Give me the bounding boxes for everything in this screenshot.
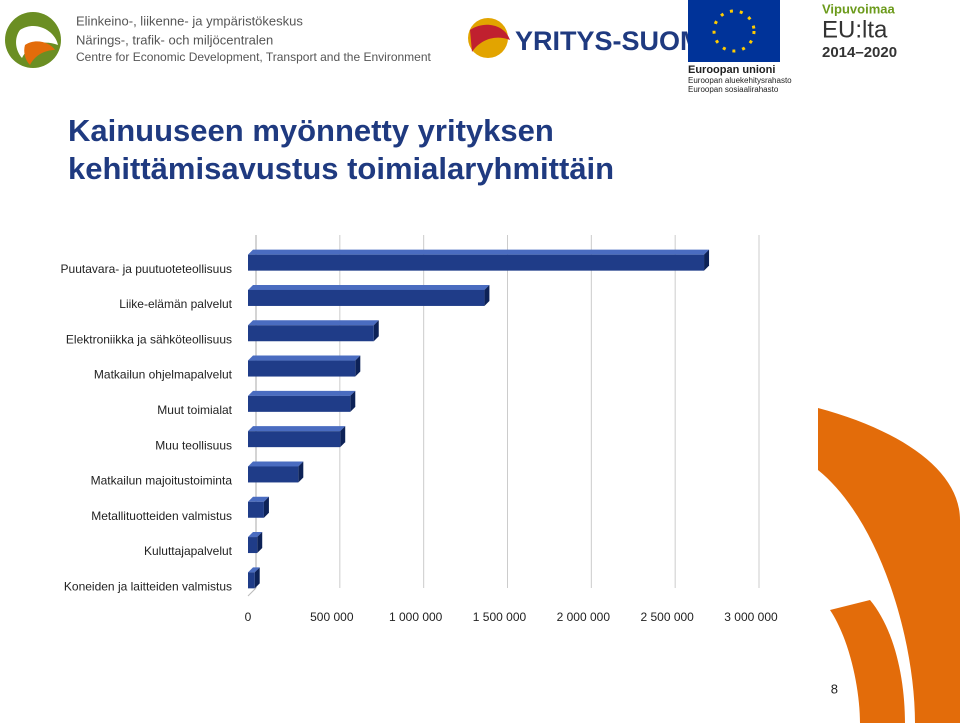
eu-flag bbox=[688, 0, 780, 62]
y-tick-label: Puutavara- ja puutuoteteollisuus bbox=[61, 262, 232, 276]
y-tick-label: Elektroniikka ja sähköteollisuus bbox=[66, 332, 232, 346]
bar-front bbox=[248, 325, 374, 342]
bar-side bbox=[298, 461, 304, 483]
bar-front bbox=[248, 395, 351, 412]
bar bbox=[248, 567, 260, 589]
y-tick-label: Muu teollisuus bbox=[155, 438, 232, 452]
bar bbox=[248, 461, 304, 483]
bar-front bbox=[248, 289, 485, 306]
bar-top bbox=[248, 532, 263, 538]
bar bbox=[248, 532, 263, 554]
logo-text: Närings-, trafik- och miljöcentralen bbox=[76, 32, 273, 47]
bar bbox=[248, 320, 379, 342]
logo-text: Euroopan unioni bbox=[688, 64, 775, 76]
bar bbox=[248, 426, 346, 448]
y-tick-label: Matkailun ohjelmapalvelut bbox=[94, 368, 233, 382]
x-tick-label: 1 000 000 bbox=[389, 610, 443, 624]
logo-text: Elinkeino-, liikenne- ja ympäristökeskus bbox=[76, 13, 303, 28]
bar-top bbox=[248, 320, 379, 326]
bar bbox=[248, 390, 356, 412]
logo-text: 2014–2020 bbox=[822, 44, 897, 61]
y-tick-label: Metallituotteiden valmistus bbox=[91, 509, 232, 523]
bar-front bbox=[248, 501, 264, 518]
bar-front bbox=[248, 572, 255, 589]
bar-top bbox=[248, 284, 490, 290]
x-tick-label: 0 bbox=[245, 610, 252, 624]
bar-front bbox=[248, 466, 299, 483]
decor-shape bbox=[830, 600, 905, 723]
decor-shape bbox=[818, 408, 960, 723]
x-tick-label: 3 000 000 bbox=[724, 610, 778, 624]
bar-side bbox=[263, 496, 269, 518]
page-number: 8 bbox=[831, 681, 838, 696]
y-tick-label: Muut toimialat bbox=[157, 403, 232, 417]
bar-side bbox=[704, 249, 710, 271]
logo-yritys bbox=[470, 24, 510, 52]
y-tick-label: Matkailun majoitustoiminta bbox=[91, 474, 233, 488]
bar-side bbox=[373, 320, 379, 342]
x-tick-label: 2 000 000 bbox=[557, 610, 611, 624]
bar-side bbox=[257, 532, 263, 554]
bar bbox=[248, 249, 710, 271]
x-tick-label: 1 500 000 bbox=[473, 610, 527, 624]
bar-side bbox=[355, 355, 361, 377]
bar-side bbox=[484, 284, 490, 306]
bar bbox=[248, 496, 269, 518]
logo-text: Vipuvoimaa bbox=[822, 1, 896, 16]
bar-top bbox=[248, 461, 304, 467]
bar-top bbox=[248, 496, 269, 502]
bar-front bbox=[248, 431, 341, 448]
y-tick-label: Kuluttajapalvelut bbox=[144, 544, 233, 558]
x-tick-label: 500 000 bbox=[310, 610, 354, 624]
y-tick-label: Liike-elämän palvelut bbox=[119, 297, 232, 311]
bar bbox=[248, 355, 361, 377]
bar-side bbox=[350, 390, 356, 412]
logo-text: EU:lta bbox=[822, 16, 888, 43]
bar-side bbox=[340, 426, 346, 448]
y-tick-label: Koneiden ja laitteiden valmistus bbox=[64, 580, 232, 594]
logo-text: Centre for Economic Development, Transpo… bbox=[76, 50, 432, 64]
logo-text: Euroopan sosiaalirahasto bbox=[688, 85, 779, 94]
x-tick-label: 2 500 000 bbox=[640, 610, 694, 624]
bar-side bbox=[254, 567, 260, 589]
bar-top bbox=[248, 426, 346, 432]
bar-top bbox=[248, 567, 260, 573]
logo-ely bbox=[24, 41, 55, 65]
logo-text: YRITYS-SUOMI bbox=[515, 26, 710, 56]
axis-floor bbox=[247, 587, 257, 597]
bar-front bbox=[248, 360, 356, 377]
bar-top bbox=[248, 390, 356, 396]
bar bbox=[248, 284, 490, 306]
bar-front bbox=[248, 254, 705, 271]
bar-top bbox=[248, 249, 710, 255]
bar-top bbox=[248, 355, 361, 361]
bar-front bbox=[248, 537, 258, 554]
chart-title: Kainuuseen myönnetty yrityksen kehittämi… bbox=[68, 113, 615, 186]
logo-text: Euroopan aluekehitysrahasto bbox=[688, 76, 792, 85]
eu-stars bbox=[712, 9, 756, 53]
